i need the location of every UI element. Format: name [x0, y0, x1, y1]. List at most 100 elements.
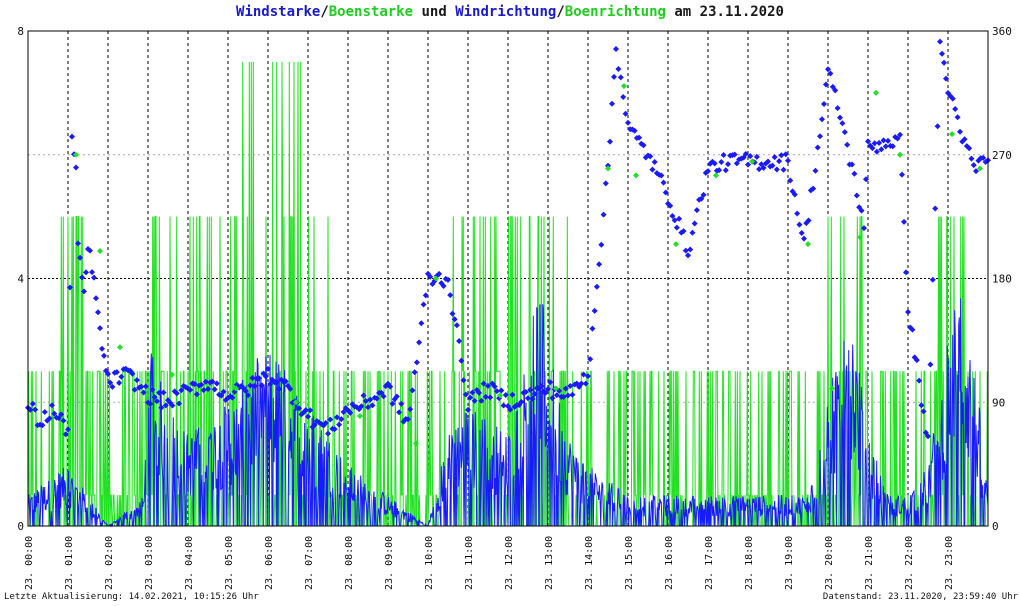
wind-direction-point: [567, 382, 574, 389]
wind-direction-point: [311, 422, 318, 429]
wind-direction-point: [87, 247, 93, 254]
wind-direction-point: [247, 382, 254, 389]
wind-direction-point: [882, 143, 889, 150]
wind-direction-point: [598, 241, 605, 248]
wind-direction-point: [527, 386, 534, 393]
wind-direction-point: [529, 395, 536, 402]
wind-direction-point: [897, 131, 903, 138]
wind-direction-point: [445, 276, 451, 283]
x-tick-label: 23. 08:00: [344, 536, 355, 590]
data-timestamp-text: Datenstand: 23.11.2020, 23:59:40 Uhr: [822, 592, 1018, 602]
wind-direction-point: [756, 166, 763, 173]
wind-direction-point: [336, 421, 343, 428]
wind-direction-point: [211, 386, 218, 393]
gust-direction-point: [977, 165, 983, 172]
wind-direction-point: [258, 382, 265, 389]
y-right-tick-label: 0: [992, 520, 999, 533]
wind-direction-point: [913, 357, 920, 364]
wind-direction-point: [129, 370, 136, 377]
wind-direction-point: [480, 380, 487, 387]
wind-direction-point: [358, 403, 365, 410]
wind-direction-point: [193, 391, 200, 398]
wind-direction-point: [869, 145, 876, 152]
x-tick-label: 23. 19:00: [784, 536, 795, 590]
y-left-tick-label: 4: [17, 273, 24, 286]
wind-direction-point: [640, 142, 647, 149]
wind-direction-point: [153, 398, 160, 405]
title-sep1: /: [320, 4, 329, 20]
wind-direction-point: [62, 431, 69, 438]
wind-direction-point: [671, 217, 678, 224]
wind-direction-point: [160, 389, 167, 396]
wind-direction-point: [776, 158, 783, 165]
wind-direction-point: [787, 177, 794, 184]
wind-direction-point: [49, 402, 55, 409]
x-tick-label: 23. 14:00: [584, 536, 595, 590]
wind-direction-point: [327, 416, 334, 423]
wind-direction-point: [267, 381, 274, 388]
wind-direction-point: [99, 345, 105, 352]
wind-direction-point: [73, 164, 79, 171]
wind-direction-point: [418, 320, 425, 327]
wind-direction-point: [282, 378, 289, 385]
wind-direction-point: [745, 161, 751, 168]
wind-direction-point: [178, 387, 185, 394]
wind-direction-point: [416, 339, 423, 346]
wind-direction-point: [276, 385, 283, 392]
wind-direction-point: [549, 395, 556, 402]
wind-direction-point: [407, 406, 414, 413]
x-tick-label: 23. 21:00: [864, 536, 875, 590]
wind-direction-point: [162, 402, 169, 409]
wind-direction-point: [460, 377, 467, 384]
wind-direction-point: [885, 137, 891, 144]
gust-direction-point: [605, 165, 611, 172]
wind-direction-point: [485, 382, 491, 389]
wind-direction-point: [200, 387, 207, 394]
wind-direction-point: [943, 75, 949, 82]
wind-direction-point: [187, 386, 194, 393]
wind-direction-point: [449, 310, 456, 317]
wind-direction-point: [954, 114, 961, 121]
gust-direction-point: [713, 172, 719, 179]
gust-direction-point: [553, 385, 559, 392]
y-left-tick-label: 8: [17, 25, 24, 38]
wind-direction-point: [920, 408, 927, 415]
wind-direction-point: [865, 138, 871, 145]
wind-direction-point: [307, 407, 314, 414]
wind-direction-point: [841, 129, 848, 136]
wind-direction-point: [903, 269, 909, 276]
wind-direction-point: [265, 365, 271, 372]
wind-direction-point: [580, 371, 587, 378]
gust-direction-point: [497, 392, 503, 399]
x-tick-label: 23. 03:00: [144, 536, 155, 590]
title-sep2: /: [556, 4, 565, 20]
wind-direction-point: [747, 153, 754, 160]
wind-direction-point: [810, 185, 817, 192]
wind-direction-point: [176, 400, 183, 407]
wind-direction-point: [909, 326, 916, 333]
wind-direction-point: [242, 388, 249, 395]
y-right-tick-label: 90: [992, 396, 1005, 409]
wind-direction-point: [478, 397, 485, 404]
wind-direction-point: [609, 100, 615, 107]
wind-direction-point: [819, 116, 825, 123]
wind-direction-point: [109, 383, 116, 390]
wind-direction-point: [932, 205, 939, 212]
wind-direction-point: [209, 378, 216, 385]
wind-direction-point: [273, 379, 280, 386]
wind-direction-point: [725, 161, 731, 168]
wind-direction-point: [287, 385, 294, 392]
wind-direction-point: [941, 59, 947, 66]
wind-direction-point: [889, 143, 896, 150]
wind-direction-point: [147, 400, 154, 407]
wind-direction-point: [51, 410, 58, 417]
x-tick-label: 23. 16:00: [664, 536, 675, 590]
x-tick-label: 23. 15:00: [624, 536, 635, 590]
wind-direction-point: [467, 394, 474, 401]
wind-direction-point: [952, 105, 959, 112]
wind-direction-point: [469, 389, 476, 396]
wind-direction-point: [95, 309, 101, 316]
wind-direction-point: [660, 179, 667, 186]
wind-direction-point: [465, 406, 471, 413]
